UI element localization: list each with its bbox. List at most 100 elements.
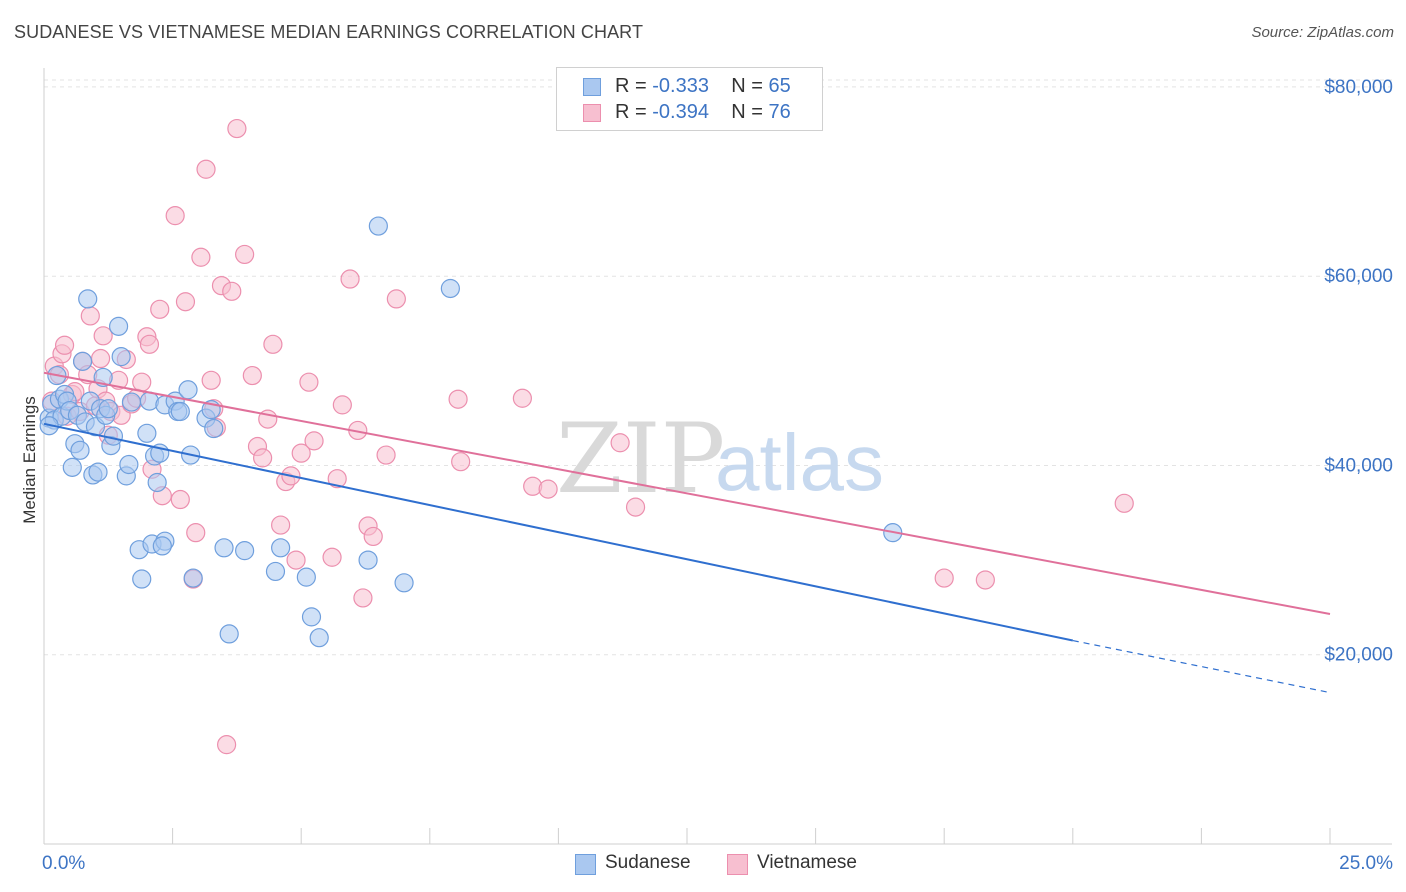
vietnamese-point (386, 289, 406, 309)
sudanese-point (88, 462, 108, 482)
vietnamese-point (291, 443, 311, 463)
vietnamese-point (322, 547, 342, 567)
sudanese-point (358, 550, 378, 570)
sudanese-point (152, 536, 172, 556)
legend-n-label: N = (731, 101, 769, 123)
vietnamese-point (93, 326, 113, 346)
vietnamese-point (191, 247, 211, 267)
vietnamese-point (934, 568, 954, 588)
bottom-label-vietnamese: Vietnamese (757, 852, 857, 873)
sudanese-point (111, 347, 131, 367)
legend-r-label: R = (615, 101, 653, 123)
sudanese-point (78, 289, 98, 309)
bottom-swatch-sudanese (575, 854, 596, 875)
vietnamese-point (538, 479, 558, 499)
vietnamese-point (201, 370, 221, 390)
vietnamese-point (340, 269, 360, 289)
x-tick-label-min: 0.0% (42, 853, 85, 874)
tick-labels: $20,000 $40,000 $60,000 $80,000 0.0% 25.0% (42, 77, 1393, 874)
vietnamese-point (186, 523, 206, 543)
sudanese-point (204, 418, 224, 439)
y-tick-label: $60,000 (1324, 266, 1393, 287)
x-tick-label-max: 25.0% (1339, 853, 1393, 874)
vietnamese-point (376, 445, 396, 465)
vietnamese-point (90, 348, 111, 369)
watermark-zip: ZIP (556, 403, 725, 515)
sudanese-point (301, 607, 322, 627)
vietnamese-point (1114, 493, 1134, 513)
sudanese-point (137, 423, 157, 443)
vietnamese-point (353, 588, 373, 608)
sudanese-point (108, 316, 129, 336)
chart-title: SUDANESE VS VIETNAMESE MEDIAN EARNINGS C… (14, 22, 644, 42)
sudanese-point (119, 454, 139, 475)
sudanese-point (440, 278, 460, 299)
vietnamese-point (227, 118, 247, 139)
vietnamese-point (299, 372, 319, 392)
vietnamese-point (222, 281, 242, 301)
sudanese-point (265, 561, 286, 582)
vietnamese-point (132, 372, 152, 392)
sudanese-point (271, 538, 291, 558)
grid-lines (44, 79, 1392, 656)
vietnamese-point (625, 497, 646, 517)
vietnamese-point (175, 292, 196, 312)
vietnamese-point (150, 299, 170, 319)
legend-r-label: R = (615, 75, 653, 97)
vietnamese-point (327, 469, 347, 489)
axes (43, 68, 1392, 845)
vietnamese-point (512, 388, 532, 408)
y-tick-label: $40,000 (1324, 455, 1393, 476)
vietnamese-point (165, 206, 185, 226)
watermark-atlas: atlas (715, 418, 884, 507)
vietnamese-point (253, 448, 273, 468)
vietnamese-point (196, 159, 216, 179)
sudanese-point (214, 538, 234, 558)
bottom-swatch-vietnamese (727, 854, 748, 875)
vietnamese-point (139, 334, 160, 354)
sudanese-point (72, 351, 93, 371)
sudanese-trend-extension (1072, 639, 1331, 694)
sudanese-point (170, 401, 190, 422)
legend-r-value: -0.333 (652, 75, 709, 97)
bottom-label-sudanese: Sudanese (605, 852, 691, 873)
vietnamese-point (448, 389, 468, 409)
sudanese-point (147, 472, 167, 493)
vietnamese-point (286, 550, 306, 570)
sudanese-point (178, 380, 198, 400)
sudanese-trend-line (43, 422, 1074, 642)
legend-n-value: 76 (768, 101, 791, 123)
sudanese-point (98, 399, 118, 419)
sudanese-point (121, 392, 142, 412)
sudanese-point (394, 573, 414, 593)
sudanese-point (62, 457, 82, 477)
sudanese-points (39, 216, 903, 648)
vietnamese-point (170, 489, 190, 510)
y-tick-label: $20,000 (1324, 645, 1393, 666)
vietnamese-point (54, 335, 75, 355)
sudanese-point (296, 567, 316, 587)
trend-lines (43, 371, 1331, 694)
sudanese-point (235, 541, 255, 561)
sudanese-point (70, 440, 90, 460)
vietnamese-point (217, 735, 237, 755)
legend-swatch-sudanese (583, 78, 601, 96)
vietnamese-point (451, 452, 471, 472)
vietnamese-point (242, 365, 262, 386)
sudanese-point (368, 216, 388, 236)
vietnamese-point (304, 431, 324, 451)
sudanese-point (132, 569, 152, 589)
watermark: ZIP atlas (556, 403, 884, 515)
y-axis-label: Median Earnings (20, 396, 39, 524)
vietnamese-point (363, 526, 383, 547)
vietnamese-point (263, 334, 283, 354)
vietnamese-point (610, 433, 630, 453)
vietnamese-point (80, 306, 100, 326)
correlation-legend: R = -0.333 N = 65 R = -0.394 N = 76 (556, 67, 823, 131)
source-credit: Source: ZipAtlas.com (1251, 24, 1394, 41)
legend-n-value: 65 (768, 75, 791, 97)
sudanese-point (93, 367, 113, 388)
sudanese-point (183, 568, 203, 588)
y-tick-label: $80,000 (1324, 77, 1393, 98)
